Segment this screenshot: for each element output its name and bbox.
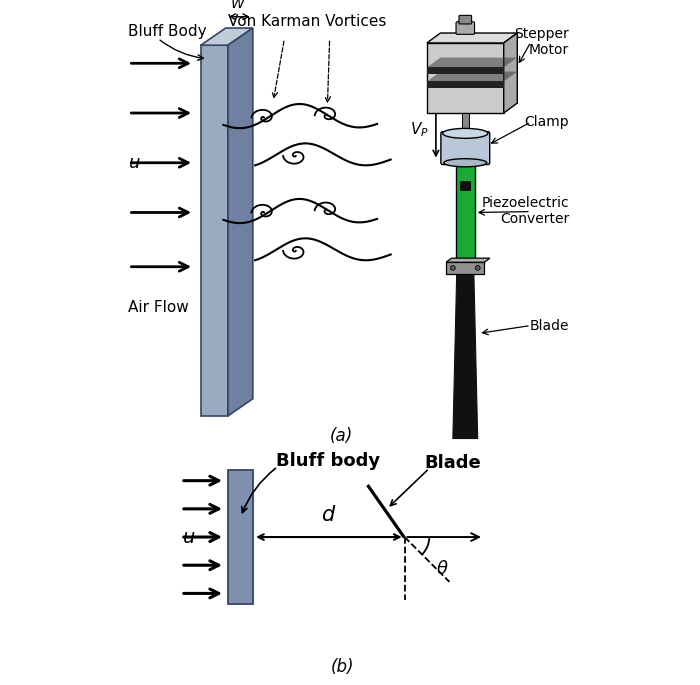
- Text: (b): (b): [331, 658, 355, 676]
- Text: Blade: Blade: [530, 319, 569, 332]
- Polygon shape: [456, 163, 475, 262]
- FancyBboxPatch shape: [456, 22, 475, 34]
- Polygon shape: [427, 58, 517, 68]
- Polygon shape: [427, 68, 504, 75]
- Text: $V_P$: $V_P$: [410, 121, 429, 139]
- Polygon shape: [201, 45, 228, 416]
- Polygon shape: [228, 470, 253, 604]
- Polygon shape: [427, 33, 517, 43]
- Text: Clamp: Clamp: [524, 115, 569, 129]
- Polygon shape: [201, 28, 253, 45]
- Text: Bluff Body: Bluff Body: [129, 24, 207, 39]
- FancyBboxPatch shape: [441, 132, 490, 164]
- Text: Piezoelectric: Piezoelectric: [482, 197, 569, 210]
- Text: Air Flow: Air Flow: [129, 300, 189, 315]
- Polygon shape: [427, 43, 504, 113]
- Text: Bluff body: Bluff body: [276, 452, 380, 471]
- FancyBboxPatch shape: [459, 15, 472, 24]
- Polygon shape: [462, 113, 469, 134]
- Text: $d$: $d$: [321, 505, 337, 525]
- Text: Stepper: Stepper: [514, 27, 569, 41]
- Polygon shape: [453, 273, 477, 438]
- Polygon shape: [446, 262, 484, 273]
- Text: Blade: Blade: [424, 454, 481, 472]
- FancyBboxPatch shape: [461, 182, 470, 190]
- Polygon shape: [427, 82, 504, 88]
- Ellipse shape: [444, 159, 486, 167]
- Text: Converter: Converter: [500, 212, 569, 226]
- Polygon shape: [446, 258, 490, 262]
- Polygon shape: [504, 33, 517, 113]
- Polygon shape: [367, 484, 405, 538]
- Polygon shape: [427, 71, 517, 82]
- Text: $u$: $u$: [129, 153, 141, 172]
- Polygon shape: [228, 28, 253, 416]
- Text: Von Karman Vortices: Von Karman Vortices: [228, 14, 386, 29]
- Circle shape: [475, 265, 480, 271]
- Circle shape: [450, 265, 455, 271]
- Ellipse shape: [442, 128, 488, 138]
- Text: $u$: $u$: [181, 527, 195, 547]
- Text: Motor: Motor: [529, 42, 569, 57]
- Text: (a): (a): [329, 427, 353, 445]
- Text: $W$: $W$: [230, 0, 246, 11]
- Text: $\theta$: $\theta$: [436, 560, 449, 578]
